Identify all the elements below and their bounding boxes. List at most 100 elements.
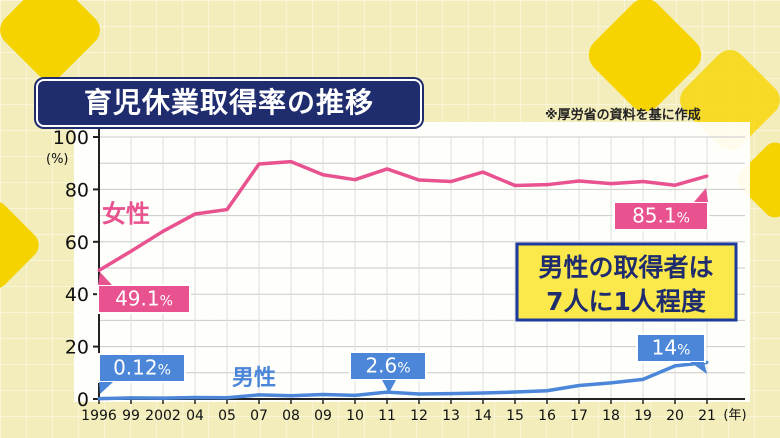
data-point <box>129 249 133 253</box>
series-label-male: 男性 <box>232 366 276 391</box>
yellow-diamond-right <box>737 142 780 218</box>
x-tick-label: 19 <box>634 408 652 424</box>
data-point <box>417 392 421 396</box>
label-male-end-text: 14% <box>652 336 691 360</box>
data-point <box>449 180 453 184</box>
x-tick-label: 21 <box>698 408 716 424</box>
label-male-mid-text: 2.6% <box>365 354 410 378</box>
data-point <box>257 393 261 397</box>
x-tick-label: 1996 <box>81 408 117 424</box>
data-point <box>257 162 261 166</box>
data-point <box>609 182 613 186</box>
data-point <box>385 167 389 171</box>
data-point <box>705 360 709 364</box>
x-tick-label: 14 <box>474 408 492 424</box>
data-point <box>513 390 517 394</box>
data-point <box>641 377 645 381</box>
data-point <box>481 170 485 174</box>
data-point <box>513 183 517 187</box>
data-point <box>225 396 229 400</box>
x-tick-label: 12 <box>410 408 428 424</box>
data-point <box>193 212 197 216</box>
y-tick-label: 20 <box>65 337 89 359</box>
data-point <box>705 174 709 178</box>
data-point <box>577 384 581 388</box>
x-tick-label: 04 <box>186 408 204 424</box>
y-tick-label: 0 <box>77 389 89 411</box>
x-tick-label: 99 <box>122 408 140 424</box>
callout-line-1: 男性の取得者は <box>538 253 713 282</box>
data-point <box>385 390 389 394</box>
data-point <box>161 229 165 233</box>
x-tick-label: 18 <box>602 408 620 424</box>
label-female-start-box <box>97 284 191 314</box>
label-female-end-pointer <box>694 188 708 202</box>
x-tick-label: 20 <box>666 408 684 424</box>
label-male-mid-pointer <box>382 380 396 393</box>
x-tick-label: 07 <box>250 408 268 424</box>
y-tick-label: 100 <box>53 127 89 149</box>
data-point <box>481 391 485 395</box>
yellow-diamond-top-left <box>0 0 100 80</box>
data-point <box>353 178 357 182</box>
label-male-start-pointer <box>99 382 113 394</box>
source-note: ※厚労省の資料を基に作成 <box>545 108 701 123</box>
data-point <box>321 173 325 177</box>
x-tick-label: 08 <box>282 408 300 424</box>
data-point <box>129 396 133 400</box>
x-tick-label: 09 <box>314 408 332 424</box>
x-tick-label: 13 <box>442 408 460 424</box>
data-point <box>225 208 229 212</box>
data-point <box>545 183 549 187</box>
data-point <box>609 381 613 385</box>
callout-box <box>515 242 738 322</box>
y-tick-label: 60 <box>65 232 89 254</box>
x-unit-label: (年) <box>723 408 746 423</box>
label-female-start-text: 49.1% <box>115 287 173 311</box>
data-point <box>417 178 421 182</box>
y-tick-label: 40 <box>65 284 89 306</box>
callout-line-2: 7人に1人程度 <box>546 287 706 316</box>
label-male-mid-box <box>349 351 427 381</box>
x-tick-label: 15 <box>506 408 524 424</box>
data-point <box>641 180 645 184</box>
data-point <box>97 268 101 272</box>
label-male-end-pointer <box>690 362 707 374</box>
data-point <box>97 397 101 401</box>
y-tick-label: 80 <box>65 179 89 201</box>
series-line-1 <box>98 360 708 401</box>
y-unit-label: (%) <box>46 152 69 167</box>
x-tick-label: 16 <box>538 408 556 424</box>
data-point <box>673 364 677 368</box>
data-point <box>577 179 581 183</box>
x-tick-label: 10 <box>346 408 364 424</box>
data-point <box>321 392 325 396</box>
yellow-diamond-left <box>0 201 39 289</box>
data-point <box>545 389 549 393</box>
label-female-end: 85.1% <box>613 188 709 231</box>
x-tick-label: 11 <box>378 408 396 424</box>
label-female-start: 49.1% <box>97 272 191 314</box>
label-male-end-box <box>636 333 706 363</box>
label-male-start-box <box>98 353 186 383</box>
data-point <box>289 160 293 164</box>
x-tick-label: 2002 <box>145 408 181 424</box>
x-tick-label: 05 <box>218 408 236 424</box>
label-female-start-pointer <box>98 272 112 285</box>
data-point <box>449 392 453 396</box>
label-female-end-box <box>613 201 709 231</box>
label-male-mid: 2.6% <box>349 351 427 393</box>
series-line-0 <box>98 159 708 272</box>
data-point <box>193 396 197 400</box>
chart-title: 育児休業取得率の推移 <box>36 79 422 127</box>
data-point <box>161 396 165 400</box>
data-point <box>673 183 677 187</box>
label-male-start: 0.12% <box>98 353 186 394</box>
series-label-female: 女性 <box>102 200 150 228</box>
callout-men-ratio: 男性の取得者は 7人に1人程度 <box>515 242 738 322</box>
label-male-end: 14% <box>636 333 707 374</box>
data-point <box>289 394 293 398</box>
data-point <box>353 393 357 397</box>
yellow-diamond-top-right <box>588 0 780 150</box>
